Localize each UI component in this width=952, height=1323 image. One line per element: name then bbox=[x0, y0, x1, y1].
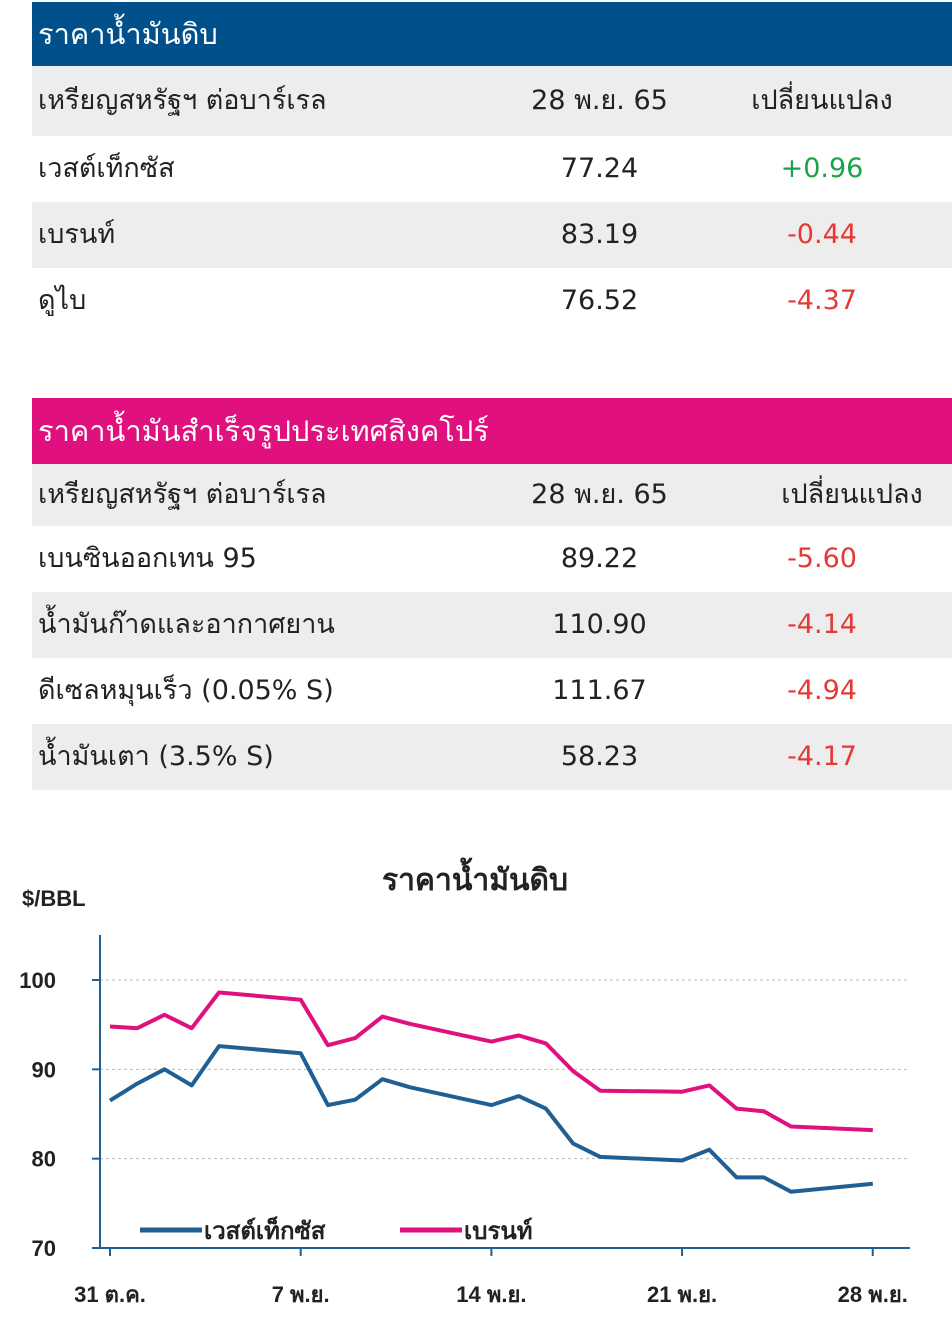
row-change: -0.44 bbox=[787, 219, 857, 250]
sg-table-header: เหรียญสหรัฐฯ ต่อบาร์เรล 28 พ.ย. 65 เปลี่… bbox=[32, 464, 952, 526]
crude-table-header: เหรียญสหรัฐฯ ต่อบาร์เรล 28 พ.ย. 65 เปลี่… bbox=[32, 66, 952, 136]
crude-table-title: ราคาน้ำมันดิบ bbox=[32, 2, 952, 66]
row-change: -4.94 bbox=[787, 675, 857, 706]
x-tick-label: 31 ต.ค. bbox=[74, 1282, 146, 1307]
row-change: -4.14 bbox=[787, 609, 857, 640]
row-price: 58.23 bbox=[560, 741, 639, 772]
row-name: ดีเซลหมุนเร็ว (0.05% S) bbox=[38, 675, 334, 706]
series-line-wti bbox=[108, 1044, 873, 1194]
row-change: -5.60 bbox=[787, 543, 857, 574]
row-name: เบนซินออกเทน 95 bbox=[38, 543, 257, 574]
row-price: 76.52 bbox=[560, 285, 639, 316]
row-name: เบรนท์ bbox=[38, 219, 116, 250]
y-axis-label: $/BBL bbox=[22, 886, 86, 911]
row-price: 89.22 bbox=[560, 543, 639, 574]
row-change: +0.96 bbox=[780, 153, 864, 184]
x-tick-label: 28 พ.ย. bbox=[838, 1282, 908, 1307]
crude-price-chart: ราคาน้ำมันดิบ $/BBL 70 80 90 100 31 ต.ค. 7 พ.… bbox=[19, 857, 910, 1307]
table-row: เบรนท์ 83.19 -0.44 bbox=[32, 202, 952, 268]
row-name: น้ำมันก๊าดและอากาศยาน bbox=[38, 609, 335, 640]
y-tick-label: 90 bbox=[32, 1057, 56, 1082]
row-price: 77.24 bbox=[560, 153, 639, 184]
crude-price-table: ราคาน้ำมันดิบ เหรียญสหรัฐฯ ต่อบาร์เรล 28… bbox=[32, 2, 952, 334]
row-name: เวสต์เท็กซัส bbox=[38, 153, 175, 184]
table-row: เวสต์เท็กซัส 77.24 +0.96 bbox=[32, 136, 952, 202]
table-row: น้ำมันก๊าดและอากาศยาน 110.90 -4.14 bbox=[32, 592, 952, 658]
header-change: เปลี่ยนแปลง bbox=[751, 85, 893, 116]
chart-title: ราคาน้ำมันดิบ bbox=[382, 857, 568, 897]
row-price: 110.90 bbox=[552, 609, 647, 640]
header-change: เปลี่ยนแปลง bbox=[781, 479, 923, 510]
row-change: -4.37 bbox=[787, 285, 857, 316]
row-name: น้ำมันเตา (3.5% S) bbox=[38, 741, 274, 772]
row-change: -4.17 bbox=[787, 741, 857, 772]
series-line-brent bbox=[109, 990, 873, 1133]
header-date: 28 พ.ย. 65 bbox=[531, 85, 668, 116]
x-tick-label: 14 พ.ย. bbox=[456, 1282, 526, 1307]
y-tick-label: 100 bbox=[19, 968, 56, 993]
table-row: ดีเซลหมุนเร็ว (0.05% S) 111.67 -4.94 bbox=[32, 658, 952, 724]
legend-label: เบรนท์ bbox=[464, 1217, 533, 1245]
legend-label: เวสต์เท็กซัส bbox=[204, 1216, 326, 1245]
row-price: 111.67 bbox=[552, 675, 647, 706]
sg-table-title: ราคาน้ำมันสำเร็จรูปประเทศสิงคโปร์ bbox=[32, 398, 952, 464]
singapore-price-table: ราคาน้ำมันสำเร็จรูปประเทศสิงคโปร์ เหรียญ… bbox=[32, 398, 952, 790]
table-row: เบนซินออกเทน 95 89.22 -5.60 bbox=[32, 526, 952, 592]
x-tick-label: 7 พ.ย. bbox=[272, 1282, 330, 1307]
header-date: 28 พ.ย. 65 bbox=[531, 479, 668, 510]
table-row: น้ำมันเตา (3.5% S) 58.23 -4.17 bbox=[32, 724, 952, 790]
y-tick-label: 80 bbox=[32, 1147, 56, 1172]
header-unit: เหรียญสหรัฐฯ ต่อบาร์เรล bbox=[38, 479, 327, 510]
table-row: ดูไบ 76.52 -4.37 bbox=[32, 268, 952, 334]
header-unit: เหรียญสหรัฐฯ ต่อบาร์เรล bbox=[38, 85, 327, 116]
row-price: 83.19 bbox=[560, 219, 639, 250]
row-name: ดูไบ bbox=[38, 285, 87, 316]
x-tick-label: 21 พ.ย. bbox=[647, 1282, 717, 1307]
y-tick-label: 70 bbox=[32, 1236, 56, 1261]
